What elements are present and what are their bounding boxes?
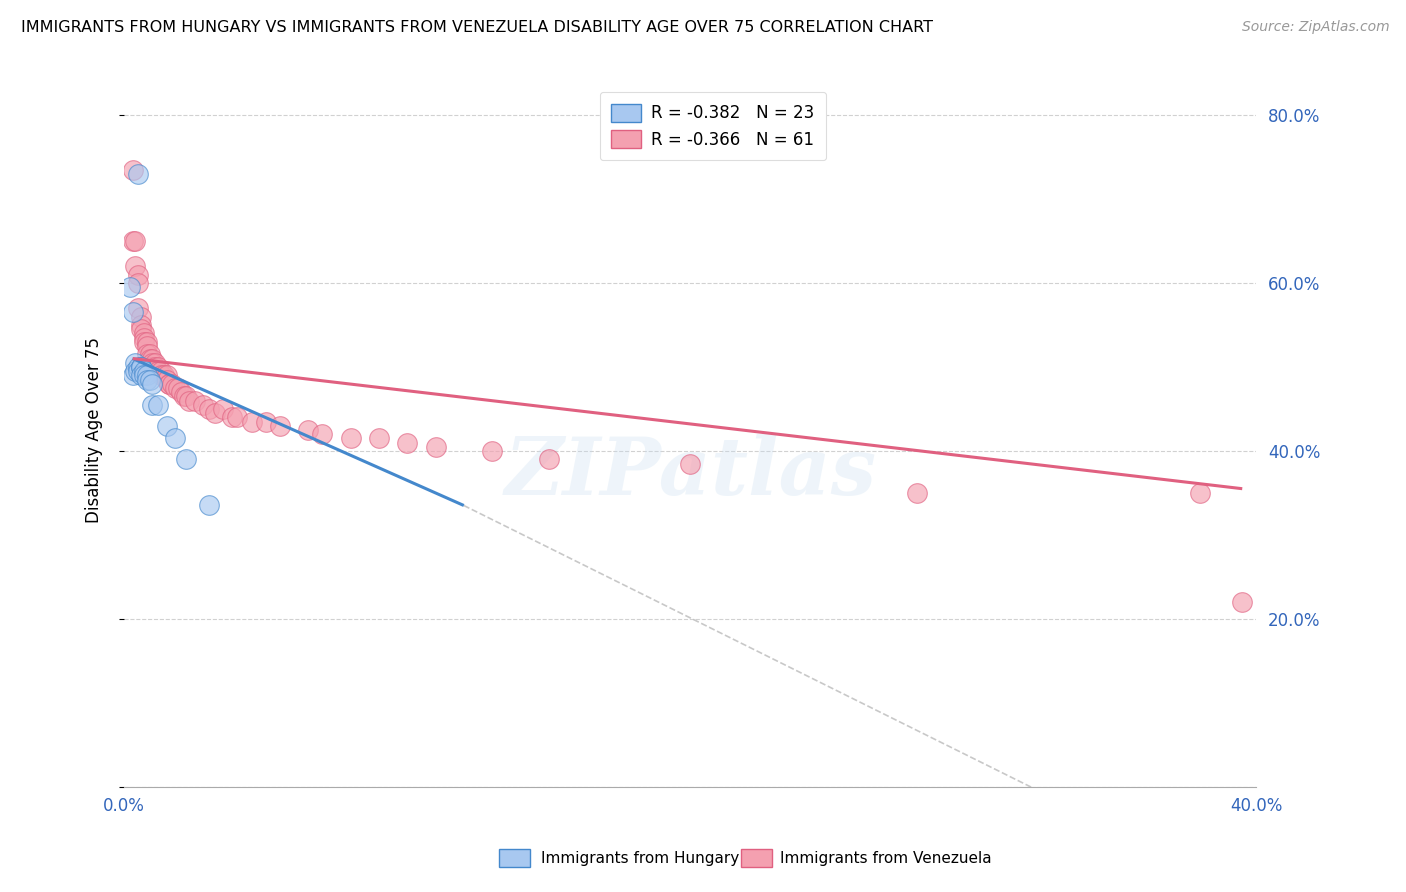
- Point: [162, 376, 184, 391]
- Point: [159, 376, 181, 391]
- Point: [221, 410, 243, 425]
- Point: [132, 368, 155, 383]
- Point: [138, 351, 160, 366]
- Point: [132, 364, 155, 378]
- Point: [143, 356, 166, 370]
- Point: [152, 368, 174, 383]
- Point: [127, 167, 149, 181]
- Point: [297, 423, 319, 437]
- Point: [149, 368, 172, 383]
- Text: ZIPatlas: ZIPatlas: [505, 434, 876, 511]
- Text: Immigrants from Hungary: Immigrants from Hungary: [541, 851, 740, 865]
- Point: [165, 431, 187, 445]
- Point: [121, 368, 143, 383]
- Text: Immigrants from Venezuela: Immigrants from Venezuela: [780, 851, 993, 865]
- Point: [129, 359, 152, 374]
- Point: [146, 364, 169, 378]
- Point: [141, 351, 163, 366]
- Point: [179, 393, 201, 408]
- Point: [311, 427, 333, 442]
- Point: [127, 268, 149, 282]
- Point: [155, 418, 177, 433]
- Point: [269, 418, 291, 433]
- Point: [226, 410, 249, 425]
- Point: [146, 359, 169, 374]
- Point: [339, 431, 361, 445]
- Point: [193, 398, 215, 412]
- Point: [127, 276, 149, 290]
- Point: [121, 234, 143, 248]
- Point: [129, 318, 152, 332]
- Point: [155, 368, 177, 383]
- Point: [138, 372, 160, 386]
- Point: [679, 457, 702, 471]
- Point: [135, 368, 157, 383]
- Point: [129, 368, 152, 383]
- Point: [124, 364, 146, 378]
- Point: [254, 415, 277, 429]
- Point: [135, 372, 157, 386]
- Point: [170, 385, 193, 400]
- Point: [132, 326, 155, 341]
- Point: [127, 359, 149, 374]
- Point: [481, 443, 503, 458]
- Point: [367, 431, 389, 445]
- Point: [176, 452, 198, 467]
- Point: [537, 452, 560, 467]
- Point: [138, 347, 160, 361]
- Point: [905, 486, 928, 500]
- Point: [167, 381, 190, 395]
- Point: [240, 415, 263, 429]
- Point: [143, 359, 166, 374]
- Text: Source: ZipAtlas.com: Source: ZipAtlas.com: [1241, 20, 1389, 34]
- Point: [425, 440, 447, 454]
- Point: [176, 389, 198, 403]
- Point: [124, 259, 146, 273]
- Point: [159, 376, 181, 391]
- Point: [1188, 486, 1211, 500]
- Point: [132, 334, 155, 349]
- Point: [129, 322, 152, 336]
- Legend: R = -0.382   N = 23, R = -0.366   N = 61: R = -0.382 N = 23, R = -0.366 N = 61: [599, 92, 827, 161]
- Point: [129, 359, 152, 374]
- Point: [121, 305, 143, 319]
- Point: [198, 499, 221, 513]
- Point: [198, 401, 221, 416]
- Text: IMMIGRANTS FROM HUNGARY VS IMMIGRANTS FROM VENEZUELA DISABILITY AGE OVER 75 CORR: IMMIGRANTS FROM HUNGARY VS IMMIGRANTS FR…: [21, 20, 934, 35]
- Point: [212, 401, 235, 416]
- Point: [132, 330, 155, 344]
- Point: [204, 406, 226, 420]
- Point: [124, 356, 146, 370]
- Point: [165, 381, 187, 395]
- Point: [141, 398, 163, 412]
- Point: [127, 364, 149, 378]
- Point: [124, 234, 146, 248]
- Point: [141, 356, 163, 370]
- Point: [141, 376, 163, 391]
- Point: [396, 435, 419, 450]
- Point: [118, 280, 141, 294]
- Point: [149, 364, 172, 378]
- Point: [127, 301, 149, 315]
- Point: [135, 334, 157, 349]
- Point: [184, 393, 207, 408]
- Y-axis label: Disability Age Over 75: Disability Age Over 75: [86, 337, 103, 523]
- Point: [129, 310, 152, 324]
- Point: [173, 389, 195, 403]
- Point: [1232, 595, 1254, 609]
- Point: [121, 162, 143, 177]
- Point: [135, 339, 157, 353]
- Point: [155, 372, 177, 386]
- Point: [141, 359, 163, 374]
- Point: [135, 347, 157, 361]
- Point: [146, 398, 169, 412]
